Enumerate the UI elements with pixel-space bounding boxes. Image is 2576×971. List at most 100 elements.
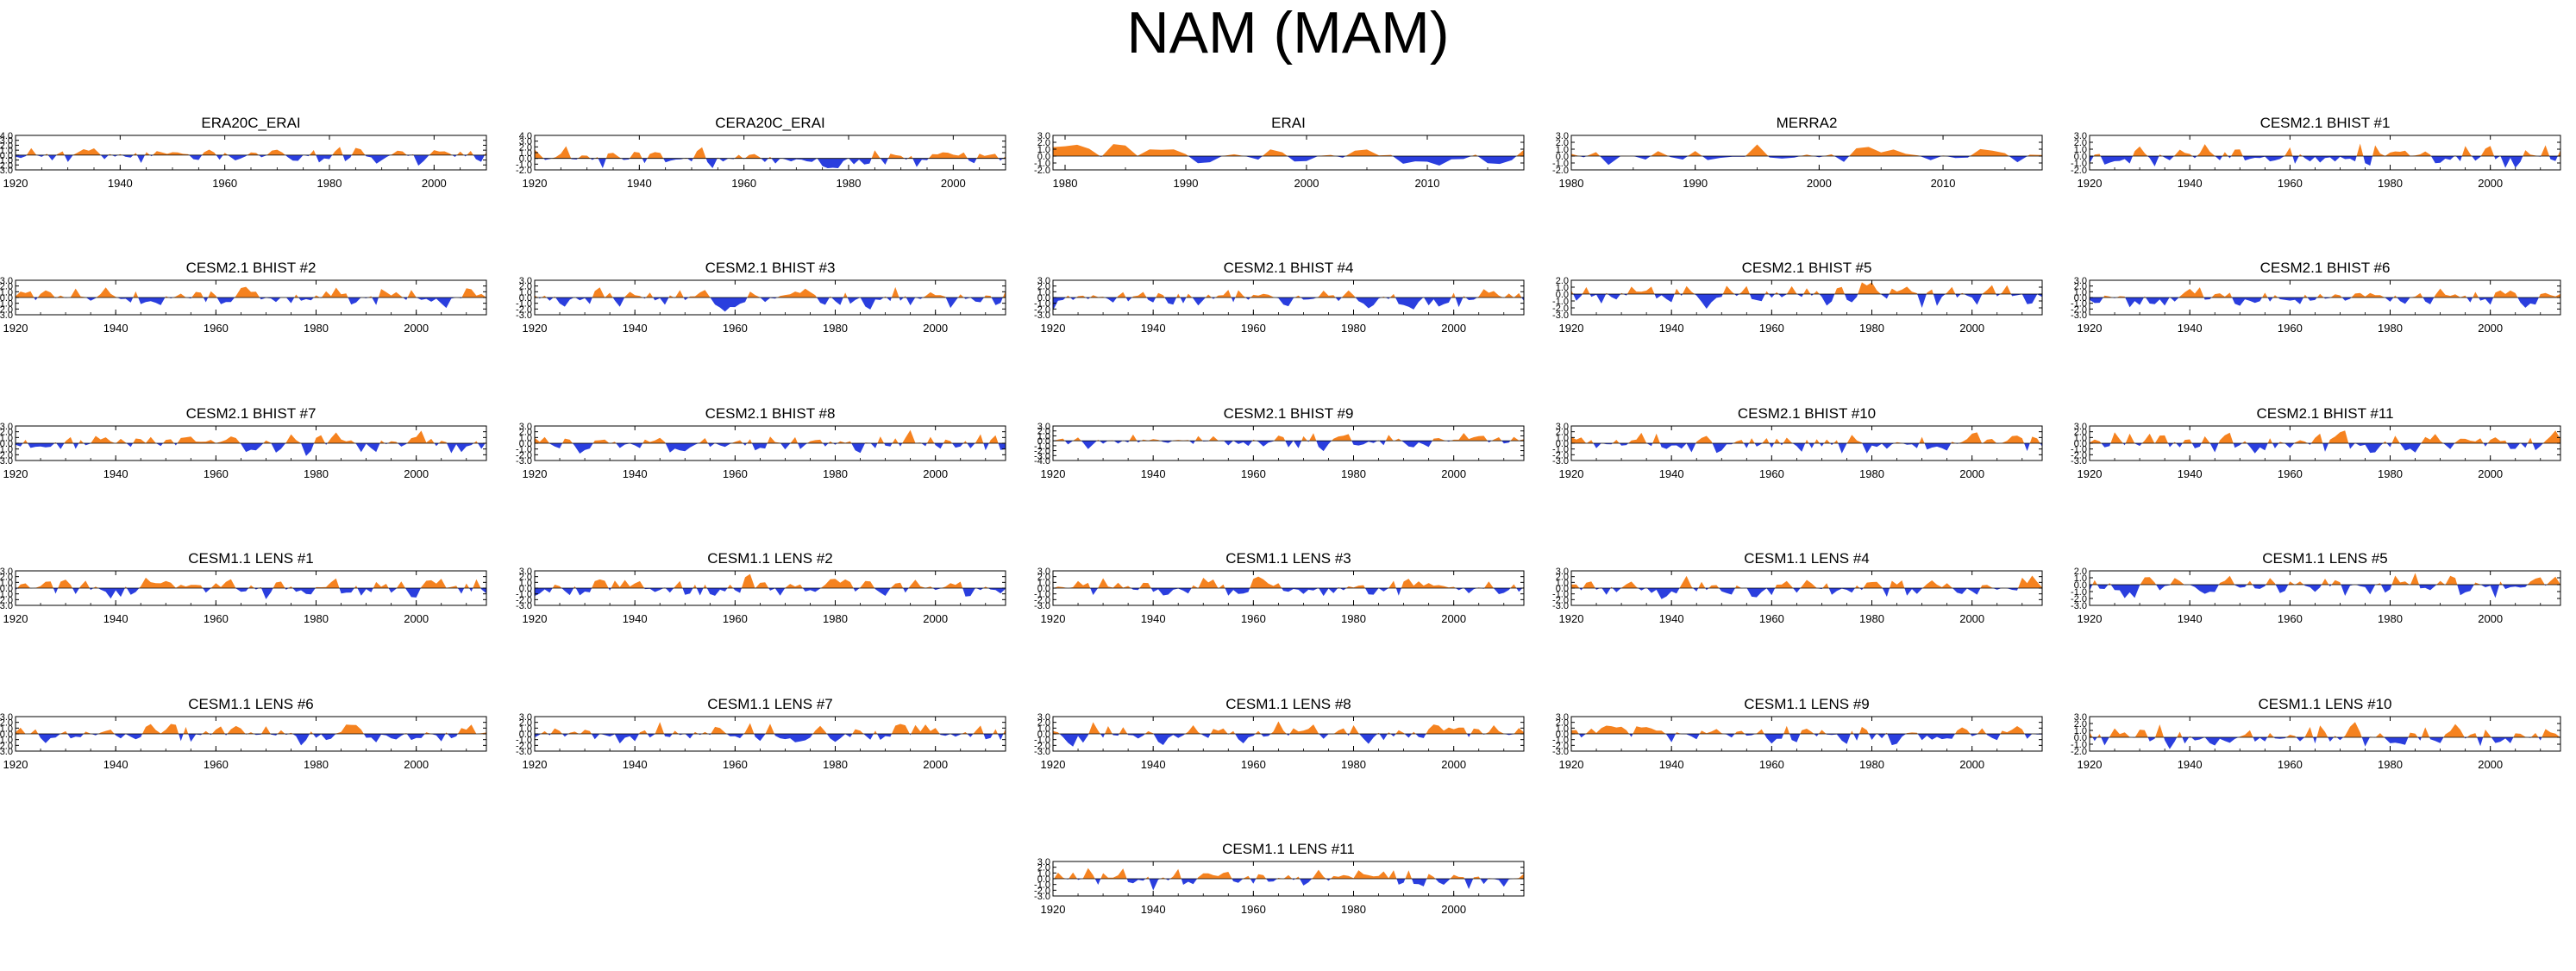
x-tick-label: 1940 bbox=[1141, 612, 1166, 625]
positive-area bbox=[2090, 573, 2560, 585]
x-tick-label: 1920 bbox=[523, 177, 548, 190]
x-tick-label: 2000 bbox=[923, 322, 948, 335]
x-tick-label: 1980 bbox=[304, 758, 329, 771]
negative-area bbox=[1571, 294, 2042, 309]
x-tick-label: 2010 bbox=[1415, 177, 1440, 190]
chart-panel-cesm2-bhist-2: CESM2.1 BHIST #2 -3.0-2.0-1.00.01.02.03.0… bbox=[0, 260, 487, 335]
y-tick-label: 2.0 bbox=[2074, 428, 2087, 438]
y-tick-label: 1.0 bbox=[2074, 573, 2087, 584]
x-tick-label: 1940 bbox=[2178, 177, 2203, 190]
y-tick-label: -1.0 bbox=[0, 156, 13, 166]
chart-title: CESM2.1 BHIST #3 bbox=[705, 260, 836, 276]
x-tick-label: 1960 bbox=[204, 758, 229, 771]
negative-area bbox=[535, 734, 1006, 744]
page-title: NAM (MAM) bbox=[1126, 0, 1450, 66]
x-tick-label: 1960 bbox=[1241, 612, 1266, 625]
y-tick-label: 1.0 bbox=[2074, 433, 2087, 443]
x-tick-label: 1980 bbox=[2378, 177, 2403, 190]
y-tick-label: 3.0 bbox=[1556, 712, 1569, 723]
chart-title: CESM2.1 BHIST #9 bbox=[1224, 405, 1354, 422]
y-tick-label: -3.0 bbox=[0, 456, 13, 467]
x-tick-label: 1980 bbox=[1341, 758, 1366, 771]
x-tick-label: 1940 bbox=[623, 612, 648, 625]
negative-area bbox=[16, 588, 486, 599]
x-tick-label: 1920 bbox=[1041, 322, 1066, 335]
y-tick-label: -3.0 bbox=[2071, 310, 2087, 321]
chart-panel-cesm1-lens-6: CESM1.1 LENS #6 -3.0-2.0-1.00.01.02.03.0 1… bbox=[0, 696, 487, 771]
x-tick-label: 1940 bbox=[1141, 322, 1166, 335]
y-tick-label: 2.0 bbox=[1556, 718, 1569, 729]
y-tick-label: 3.0 bbox=[1037, 857, 1050, 868]
y-tick-label: 1.0 bbox=[0, 287, 13, 298]
chart-panel-cera20c-erai: CERA20C_ERAI -2.0-1.00.01.02.03.04.0 1920 1… bbox=[516, 115, 1006, 190]
y-tick-label: 2.0 bbox=[2074, 282, 2087, 292]
x-tick-label: 1960 bbox=[1241, 467, 1266, 480]
negative-area bbox=[16, 154, 486, 166]
x-tick-label: 2000 bbox=[1441, 467, 1466, 480]
y-tick-label: 3.0 bbox=[1037, 567, 1050, 577]
y-tick-label: -3.0 bbox=[0, 166, 13, 176]
y-tick-label: -3.0 bbox=[1034, 747, 1050, 757]
y-tick-label: -3.0 bbox=[0, 747, 13, 757]
negative-area bbox=[535, 298, 1006, 312]
chart-panel-cesm2-bhist-10: CESM2.1 BHIST #10 -3.0-2.0-1.00.01.02.03.… bbox=[1552, 405, 2043, 480]
plot-frame bbox=[534, 135, 1006, 171]
x-tick-label: 1960 bbox=[204, 322, 229, 335]
chart-title: CESM1.1 LENS #4 bbox=[1744, 550, 1870, 567]
y-tick-label: 0.0 bbox=[1037, 152, 1050, 162]
chart-title: CESM2.1 BHIST #8 bbox=[705, 405, 836, 422]
x-tick-label: 1960 bbox=[1759, 612, 1784, 625]
y-tick-label: -2.0 bbox=[1552, 450, 1569, 460]
y-tick-label: -3.0 bbox=[1034, 601, 1050, 611]
x-tick-label: 1920 bbox=[523, 322, 548, 335]
y-tick-label: -2.0 bbox=[0, 304, 13, 315]
chart-title: MERRA2 bbox=[1777, 115, 1838, 131]
y-tick-label: -2.0 bbox=[516, 595, 532, 605]
chart-title: CESM1.1 LENS #10 bbox=[2259, 696, 2392, 712]
y-tick-label: 2.0 bbox=[0, 573, 13, 583]
plot-frame bbox=[2089, 716, 2561, 752]
positive-area bbox=[1571, 282, 2042, 294]
y-tick-label: 1.0 bbox=[2074, 726, 2087, 736]
chart-title: CESM2.1 BHIST #7 bbox=[186, 405, 317, 422]
negative-area bbox=[16, 734, 486, 746]
positive-area bbox=[535, 722, 1006, 734]
y-tick-label: 3.0 bbox=[519, 712, 532, 723]
y-tick-label: -1.0 bbox=[516, 445, 532, 455]
x-tick-label: 1960 bbox=[2278, 467, 2303, 480]
x-tick-label: 1980 bbox=[304, 467, 329, 480]
chart-panel-cesm1-lens-11: CESM1.1 LENS #11 -3.0-2.0-1.00.01.02.03.0… bbox=[1034, 841, 1525, 916]
y-tick-label: 1.0 bbox=[1556, 145, 1569, 155]
positive-area bbox=[1571, 144, 2042, 156]
y-tick-label: 0.0 bbox=[2074, 439, 2087, 449]
x-tick-label: 1980 bbox=[1859, 758, 1884, 771]
x-tick-label: 1980 bbox=[2378, 612, 2403, 625]
y-tick-label: 0.0 bbox=[519, 584, 532, 594]
x-tick-label: 1920 bbox=[1041, 758, 1066, 771]
x-tick-label: 1940 bbox=[1659, 758, 1684, 771]
y-tick-label: -2.0 bbox=[1034, 304, 1050, 315]
x-tick-label: 1940 bbox=[103, 322, 128, 335]
x-tick-label: 1960 bbox=[723, 758, 748, 771]
y-tick-label: 0.0 bbox=[0, 584, 13, 594]
x-tick-label: 1940 bbox=[2178, 758, 2203, 771]
x-tick-label: 1940 bbox=[623, 322, 648, 335]
y-tick-label: -2.0 bbox=[1034, 166, 1050, 176]
negative-area bbox=[1571, 443, 2042, 454]
negative-area bbox=[1571, 156, 2042, 166]
plot-frame bbox=[2089, 570, 2561, 606]
y-tick-label: 3.0 bbox=[0, 136, 13, 147]
x-tick-label: 1940 bbox=[1659, 322, 1684, 335]
y-tick-label: -1.0 bbox=[516, 299, 532, 310]
y-tick-label: 3.0 bbox=[1037, 712, 1050, 723]
x-tick-label: 1980 bbox=[1341, 322, 1366, 335]
y-tick-label: -3.0 bbox=[1034, 310, 1050, 321]
y-tick-label: -2.0 bbox=[1552, 741, 1569, 751]
negative-area bbox=[2090, 156, 2560, 168]
y-tick-label: 2.0 bbox=[519, 428, 532, 438]
chart-panel-cesm2-bhist-3: CESM2.1 BHIST #3 -3.0-2.0-1.00.01.02.03.0… bbox=[516, 260, 1006, 335]
y-tick-label: 3.0 bbox=[519, 137, 532, 147]
x-tick-label: 1940 bbox=[1659, 467, 1684, 480]
chart-panel-cesm1-lens-9: CESM1.1 LENS #9 -3.0-2.0-1.00.01.02.03.0 1… bbox=[1552, 696, 2043, 771]
